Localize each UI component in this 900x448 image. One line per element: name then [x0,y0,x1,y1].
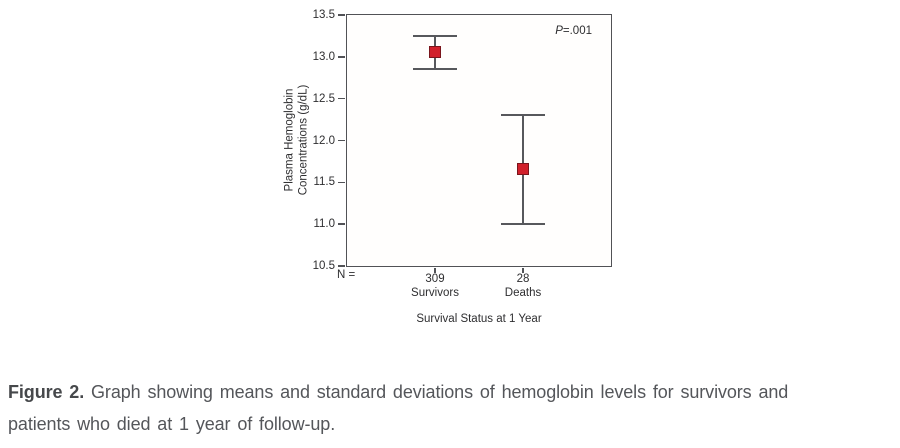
category-n-survivors: 309 [425,273,445,285]
category-name-deaths: Deaths [504,287,542,299]
y-axis-tick-label: 11.0 [313,218,335,231]
p-value-symbol: P [555,25,563,37]
y-axis-tick [338,97,345,100]
category-n-deaths: 28 [516,273,530,285]
y-axis-tick [338,14,345,16]
category-name-survivors: Survivors [411,287,459,299]
figure-caption-text-line1: Graph showing means and standard deviati… [91,382,789,402]
error-bar-upper-cap-deaths [501,114,545,117]
y-axis-title-line1: Plasma Hemoglobin [283,88,296,192]
error-bar-lower-cap-deaths [501,223,545,226]
plot-area: P=.001 13.5 13.0 12.5 12.0 11.5 11.0 10.5 309 Su… [313,9,612,299]
x-axis-tick-survivors [434,268,436,273]
y-axis-tick-label: 12.5 [312,92,335,105]
y-axis-tick [338,223,345,225]
figure-caption-text-line2: patients who died at 1 year of follow-up… [8,414,336,434]
x-axis-tick-deaths [522,268,524,273]
figure-caption: Figure 2. Graph showing means and standa… [8,376,894,440]
y-axis-tick-label: 12.0 [312,134,335,147]
y-axis-tick [338,139,345,142]
p-value-text: =.001 [562,25,592,37]
category-label-survivors: 309 Survivors [390,272,480,300]
mean-marker-survivors [428,46,441,59]
y-axis-tick [338,181,345,184]
figure-caption-label: Figure 2. [8,382,85,402]
y-axis-tick-label: 10.5 [312,260,335,272]
y-axis-tick-label: 11.5 [313,176,335,189]
p-value-annotation: P=.001 [555,25,592,37]
category-label-deaths: 28 Deaths [478,272,568,300]
x-axis-title: Survival Status at 1 Year [416,313,542,325]
error-bar-upper-cap-survivors [413,34,457,37]
y-axis-tick [338,265,345,267]
y-axis-tick [338,56,345,58]
n-equals-label: N = [337,269,356,281]
y-axis-tick-label: 13.0 [312,50,335,63]
error-bar-lower-cap-survivors [413,68,457,71]
mean-marker-deaths [516,163,529,176]
y-axis-tick-label: 13.5 [312,9,335,21]
